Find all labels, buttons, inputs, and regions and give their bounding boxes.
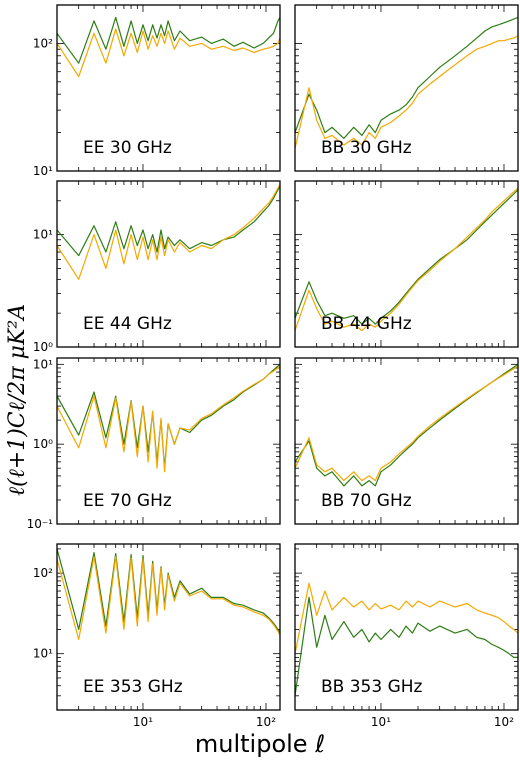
y-tick-label: 10⁰ <box>33 437 53 451</box>
panel-frame <box>294 180 519 348</box>
panel-ee353: 10¹ 10² 10¹ 10² EE 353 GHz <box>33 543 281 729</box>
y-tick-label: 10² <box>33 36 53 50</box>
panel-frame <box>294 357 519 525</box>
panel-bb44: BB 44 GHz <box>294 180 519 348</box>
panel-frame <box>294 4 519 172</box>
series-line-orange <box>295 35 518 149</box>
panel-label: BB 353 GHz <box>321 677 423 697</box>
series-line-green <box>295 189 518 325</box>
y-tick-label: 10⁰ <box>33 340 53 354</box>
panel-ee70: 10⁻¹ 10⁰ 10¹ EE 70 GHz <box>27 357 281 531</box>
series-line-green <box>295 596 518 696</box>
x-tick-label: 10¹ <box>371 715 391 729</box>
series-line-green <box>57 16 280 64</box>
series-line-orange <box>57 28 280 78</box>
panel-label: EE 353 GHz <box>83 677 183 697</box>
series-line-green <box>57 363 280 469</box>
x-tick-label: 10¹ <box>133 715 153 729</box>
series-line-green <box>295 363 518 487</box>
series-line-orange <box>57 556 280 641</box>
series-line-green <box>57 548 280 634</box>
panel-frame <box>56 4 281 172</box>
series-line-green <box>57 185 280 257</box>
panel-label: EE 70 GHz <box>83 491 172 511</box>
panel-frame <box>56 357 281 525</box>
x-axis-label: multipole ℓ <box>194 730 326 758</box>
panel-frame <box>56 180 281 348</box>
y-tick-label: 10¹ <box>33 647 53 661</box>
y-tick-label: 10² <box>33 566 53 580</box>
panel-label: BB 44 GHz <box>321 314 412 334</box>
x-tick-label: 10² <box>256 715 276 729</box>
series-line-orange <box>295 582 518 654</box>
y-tick-label: 10¹ <box>33 228 53 242</box>
panel-frame <box>56 543 281 711</box>
panel-ee30: 10¹ 10² EE 30 GHz <box>33 4 281 178</box>
x-tick-label: 10² <box>494 715 514 729</box>
y-tick-label: 10¹ <box>33 357 53 371</box>
panel-label: BB 70 GHz <box>321 491 412 511</box>
y-axis-label: ℓ(ℓ+1)Cℓ/2π μK²A <box>2 300 32 500</box>
panel-bb353: 10¹ 10² BB 353 GHz <box>294 543 519 729</box>
panel-label: EE 30 GHz <box>83 138 172 158</box>
panel-bb30: BB 30 GHz <box>294 4 519 172</box>
panel-label: EE 44 GHz <box>83 314 172 334</box>
panel-frame <box>294 543 519 711</box>
y-tick-label: 10¹ <box>33 164 53 178</box>
panel-label: BB 30 GHz <box>321 138 412 158</box>
panel-ee44: 10⁰ 10¹ EE 44 GHz <box>33 180 281 354</box>
series-line-orange <box>295 187 518 332</box>
y-tick-label: 10⁻¹ <box>27 517 54 531</box>
panel-bb70: BB 70 GHz <box>294 357 519 525</box>
y-axis-label-text: ℓ(ℓ+1)Cℓ/2π μK²A <box>5 303 30 497</box>
series-line-orange <box>57 184 280 280</box>
series-line-green <box>295 16 518 139</box>
series-line-orange <box>57 365 280 473</box>
series-line-orange <box>295 365 518 482</box>
